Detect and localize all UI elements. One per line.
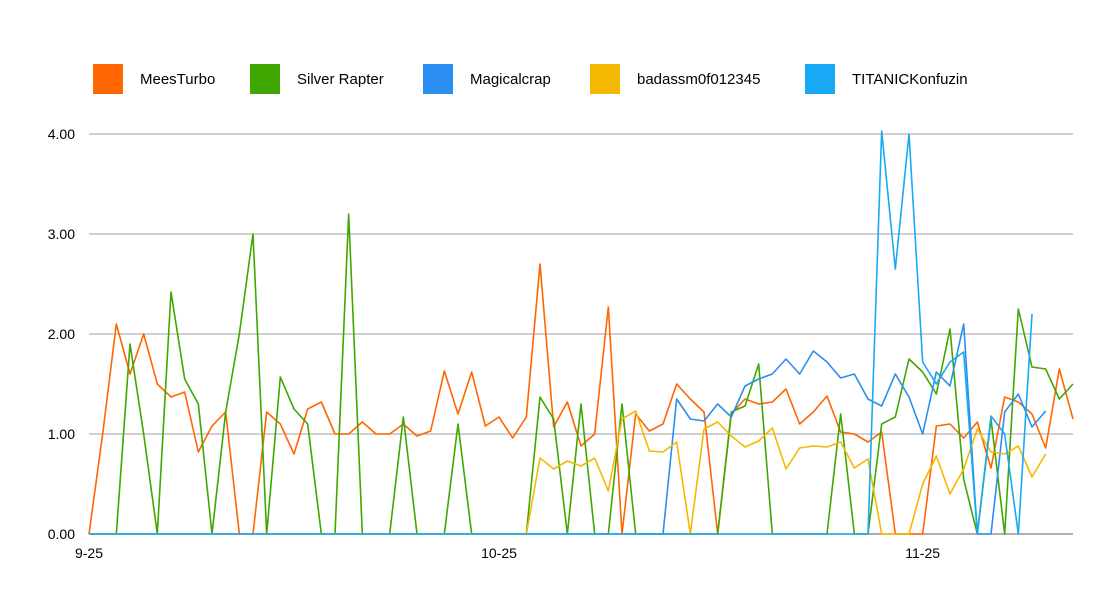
legend-label: Magicalcrap <box>470 71 551 88</box>
legend-label: TITANICKonfuzin <box>852 71 968 88</box>
y-tick-label: 1.00 <box>48 426 75 442</box>
series-line-titanickonfuzin <box>89 130 1033 535</box>
y-tick-label: 0.00 <box>48 526 75 542</box>
x-tick-label: 10-25 <box>481 545 517 561</box>
y-tick-label: 2.00 <box>48 326 75 342</box>
x-axis-ticks: 9-25 10-25 11-25 <box>75 545 940 561</box>
y-tick-label: 3.00 <box>48 226 75 242</box>
legend-swatch <box>93 64 123 94</box>
series-line-magicalcrap <box>89 323 1047 535</box>
legend-swatch <box>423 64 453 94</box>
x-tick-label: 9-25 <box>75 545 103 561</box>
legend-swatch <box>250 64 280 94</box>
series-line-meesturbo <box>88 263 1074 535</box>
series-line-silver-rapter <box>89 213 1074 535</box>
legend-swatch <box>805 64 835 94</box>
legend-label: Silver Rapter <box>297 71 384 88</box>
legend: MeesTurbo Silver Rapter Magicalcrap badassm… <box>93 64 968 94</box>
y-axis-ticks: 0.00 1.00 2.00 3.00 4.00 <box>48 126 75 542</box>
legend-label: MeesTurbo <box>140 71 215 88</box>
gridlines <box>89 133 1073 535</box>
legend-swatch <box>590 64 620 94</box>
series-lines <box>88 130 1074 535</box>
legend-label: badassm0f012345 <box>637 71 760 88</box>
x-tick-label: 11-25 <box>905 545 940 561</box>
y-tick-label: 4.00 <box>48 126 75 142</box>
